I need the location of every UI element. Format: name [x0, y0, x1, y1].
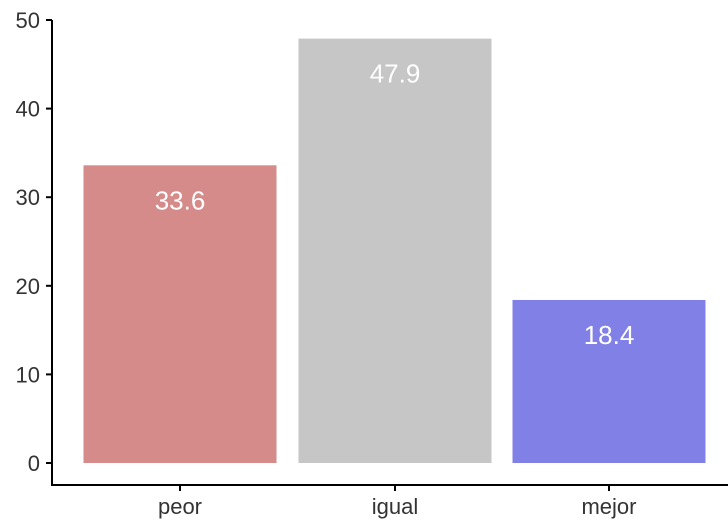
bar-mejor — [512, 299, 706, 463]
y-tick-label-50: 50 — [16, 8, 40, 33]
bar-peor — [83, 165, 277, 463]
x-tick-label-mejor: mejor — [581, 494, 636, 519]
value-label-mejor: 18.4 — [584, 320, 635, 350]
value-label-peor: 33.6 — [155, 185, 206, 215]
y-tick-label-20: 20 — [16, 274, 40, 299]
y-tick-label-30: 30 — [16, 185, 40, 210]
x-tick-label-peor: peor — [158, 494, 202, 519]
x-tick-label-igual: igual — [372, 494, 418, 519]
y-tick-label-40: 40 — [16, 97, 40, 122]
y-ticks-group: 0 10 20 30 40 50 — [16, 8, 52, 476]
bars-group — [83, 38, 706, 464]
value-label-igual: 47.9 — [370, 59, 421, 89]
x-ticks-group: peor igual mejor — [158, 485, 637, 519]
value-labels-group: 33.6 47.9 18.4 — [155, 59, 635, 350]
y-tick-label-10: 10 — [16, 362, 40, 387]
y-tick-label-0: 0 — [28, 451, 40, 476]
bar-igual — [298, 38, 492, 464]
